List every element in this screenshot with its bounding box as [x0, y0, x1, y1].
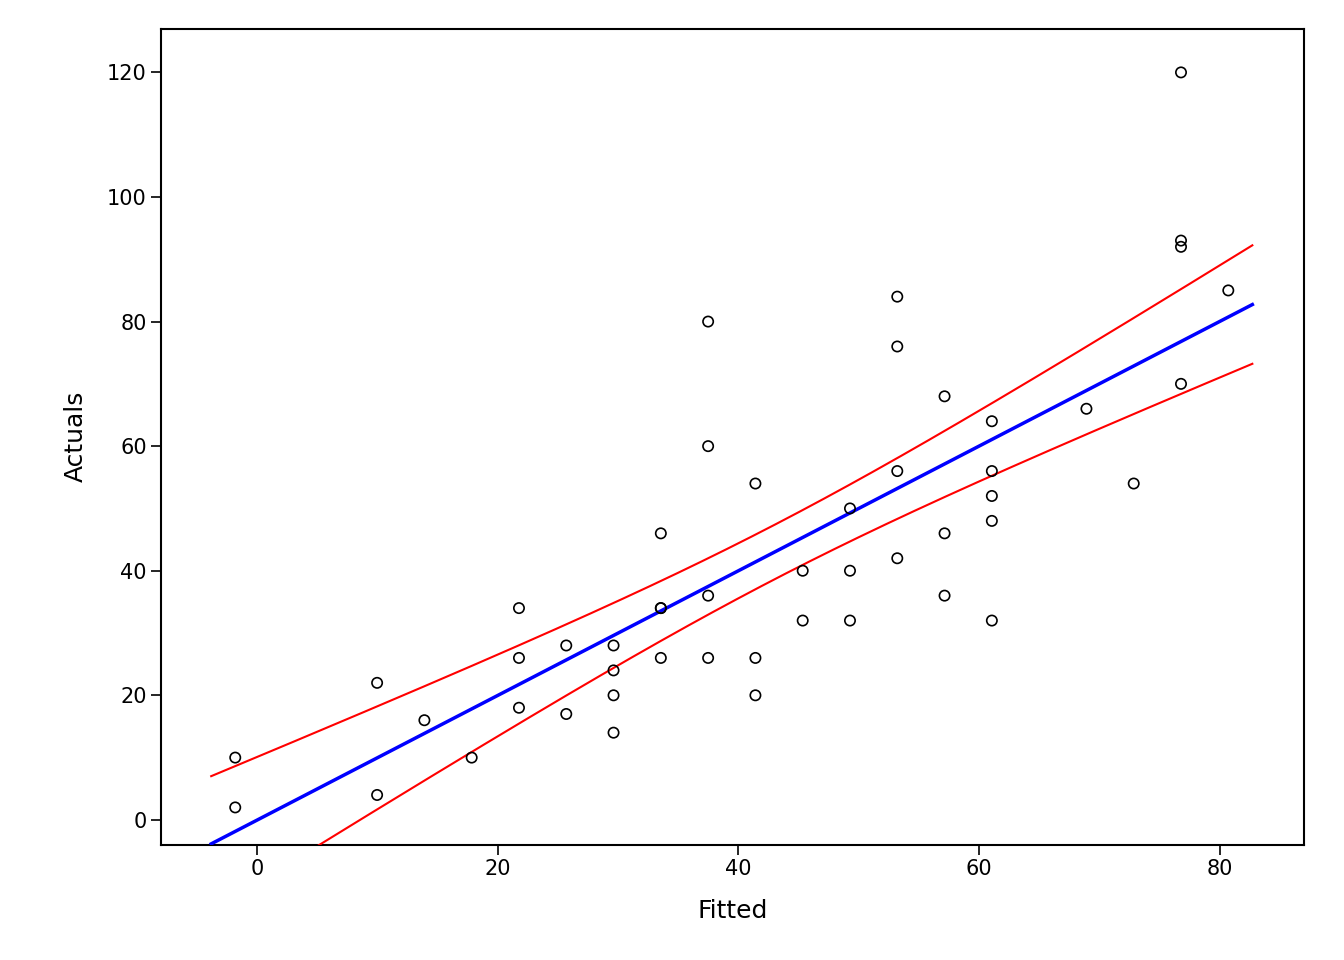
Point [981, 489, 1003, 504]
Point [1171, 233, 1192, 249]
Point [367, 787, 388, 803]
Point [1218, 283, 1239, 299]
Point [934, 588, 956, 603]
Point [650, 600, 672, 615]
Point [603, 637, 625, 653]
Point [792, 612, 813, 628]
Point [981, 464, 1003, 479]
Point [508, 600, 530, 615]
Point [698, 314, 719, 329]
Point [792, 564, 813, 579]
Point [698, 588, 719, 603]
Point [698, 650, 719, 665]
Point [934, 389, 956, 404]
Point [224, 800, 246, 815]
Point [839, 564, 860, 579]
Point [745, 650, 766, 665]
Point [745, 476, 766, 492]
Point [1171, 376, 1192, 392]
Point [1171, 239, 1192, 254]
Point [367, 675, 388, 690]
Point [1171, 64, 1192, 80]
Point [414, 712, 435, 728]
Point [650, 600, 672, 615]
Point [555, 707, 577, 722]
Point [508, 700, 530, 715]
Point [603, 725, 625, 740]
Point [981, 414, 1003, 429]
Point [1124, 476, 1145, 492]
Point [603, 687, 625, 703]
Point [555, 637, 577, 653]
Point [224, 750, 246, 765]
Point [650, 526, 672, 541]
Point [461, 750, 482, 765]
Point [887, 339, 909, 354]
Point [934, 526, 956, 541]
Point [745, 687, 766, 703]
Point [981, 612, 1003, 628]
Point [603, 662, 625, 678]
Point [839, 612, 860, 628]
Point [887, 551, 909, 566]
Point [508, 650, 530, 665]
Point [698, 439, 719, 454]
Point [1075, 401, 1097, 417]
Point [650, 650, 672, 665]
X-axis label: Fitted: Fitted [698, 899, 767, 923]
Point [839, 501, 860, 516]
Point [887, 464, 909, 479]
Point [981, 514, 1003, 529]
Y-axis label: Actuals: Actuals [63, 391, 87, 483]
Point [887, 289, 909, 304]
